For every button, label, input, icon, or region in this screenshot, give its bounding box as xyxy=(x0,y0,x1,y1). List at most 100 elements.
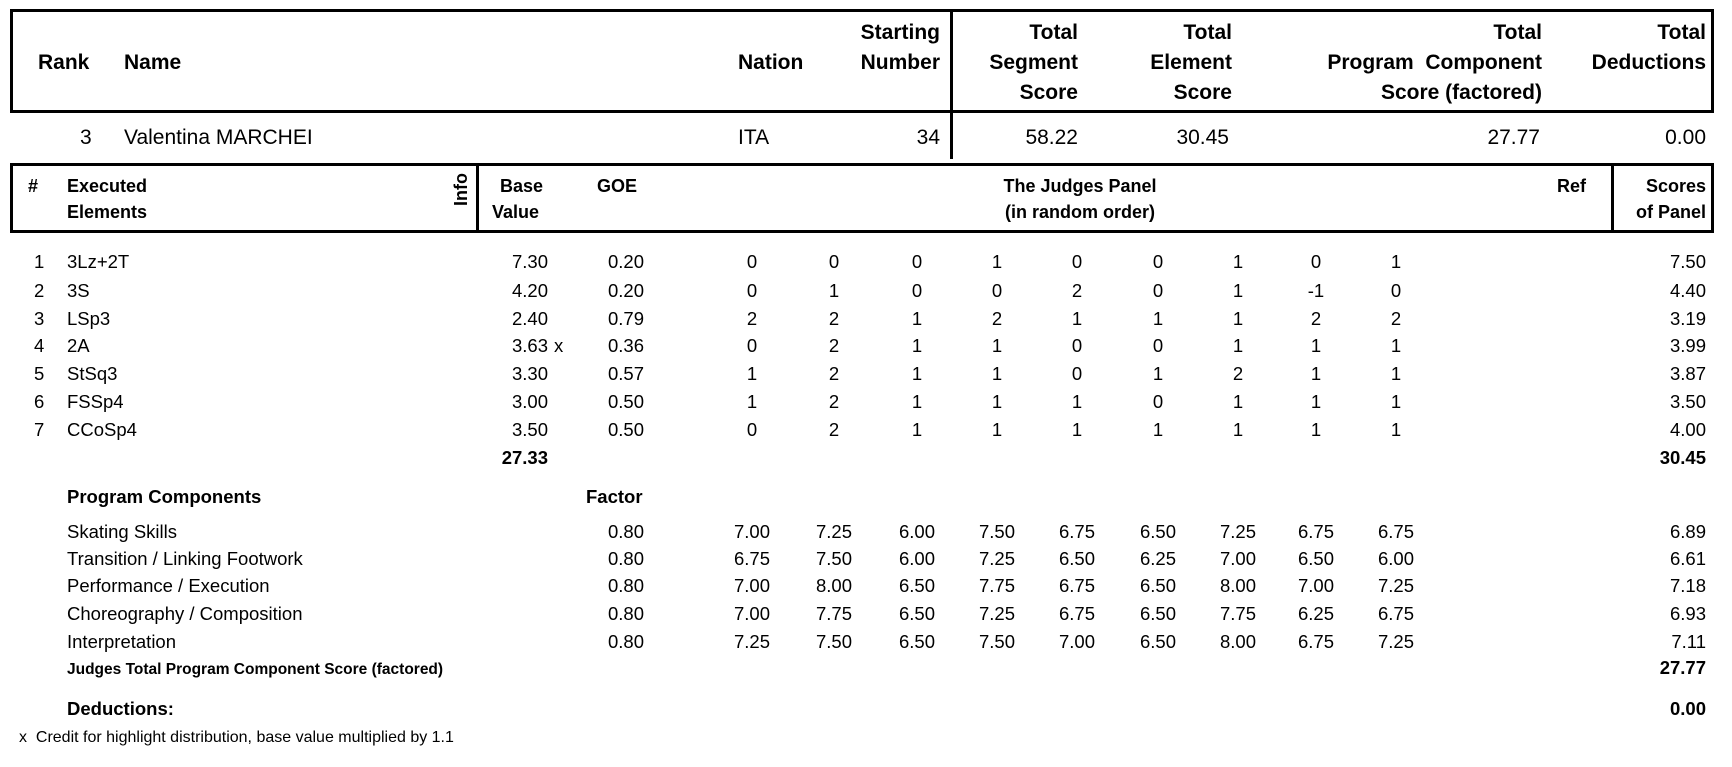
component-factor: 0.80 xyxy=(607,631,644,652)
element-judge-score: 1 xyxy=(1390,419,1402,440)
component-panel-score: 7.11 xyxy=(1671,631,1706,652)
element-judge-score: 1 xyxy=(911,308,923,329)
element-name: CCoSp4 xyxy=(67,419,137,440)
component-factor: 0.80 xyxy=(607,521,644,542)
element-judge-score: 1 xyxy=(1310,419,1322,440)
program-components-header: Program Components xyxy=(67,486,262,507)
factor-header: Factor xyxy=(586,486,643,507)
element-num: 4 xyxy=(34,335,45,356)
element-judge-score: 1 xyxy=(1152,363,1164,384)
element-judge-score: 2 xyxy=(1310,308,1322,329)
component-judge-score: 6.00 xyxy=(898,521,935,542)
element-judge-score: 1 xyxy=(1232,251,1244,272)
element-name: StSq3 xyxy=(67,363,118,384)
footnote-mark: x xyxy=(19,729,27,746)
element-judge-score: 0 xyxy=(1071,251,1083,272)
component-judge-score: 7.00 xyxy=(733,521,770,542)
element-judge-score: 1 xyxy=(991,251,1003,272)
starting-number-header: Starting Number xyxy=(860,21,940,74)
element-judge-score: 0 xyxy=(1390,280,1402,301)
element-goe: 0.20 xyxy=(607,280,644,301)
component-judge-score: 6.25 xyxy=(1297,603,1334,624)
name-header: Name xyxy=(124,51,182,74)
elements-total-score: 30.45 xyxy=(1659,447,1706,468)
element-judge-score: 2 xyxy=(828,308,840,329)
component-judge-score: 7.50 xyxy=(815,548,852,569)
component-judge-score: 6.50 xyxy=(1139,521,1176,542)
element-num: 6 xyxy=(34,391,45,412)
element-panel-score: 4.00 xyxy=(1669,419,1706,440)
summary-header-divider xyxy=(950,9,953,159)
num-header: # xyxy=(28,176,39,196)
element-judge-score: 1 xyxy=(1232,419,1244,440)
judges-panel-header: The Judges Panel (in random order) xyxy=(1003,176,1157,222)
component-judge-score: 7.25 xyxy=(978,548,1015,569)
component-judge-score: 6.75 xyxy=(733,548,770,569)
component-judge-score: 6.50 xyxy=(1139,575,1176,596)
component-judge-score: 7.25 xyxy=(1377,575,1414,596)
component-judge-score: 6.75 xyxy=(1297,521,1334,542)
element-base-value: 2.40 xyxy=(511,308,548,329)
element-goe: 0.50 xyxy=(607,419,644,440)
element-judge-score: 1 xyxy=(1390,335,1402,356)
deductions-value: 0.00 xyxy=(1669,698,1706,719)
component-judge-score: 7.50 xyxy=(978,521,1015,542)
component-judge-score: 8.00 xyxy=(815,575,852,596)
element-panel-score: 3.87 xyxy=(1669,363,1706,384)
element-judge-score: 1 xyxy=(1152,419,1164,440)
element-judge-score: 1 xyxy=(991,391,1003,412)
element-judge-score: 2 xyxy=(991,308,1003,329)
element-panel-score: 4.40 xyxy=(1669,280,1706,301)
skater-name: Valentina MARCHEI xyxy=(124,126,313,149)
element-judge-score: 0 xyxy=(1071,363,1083,384)
footnote-text: Credit for highlight distribution, base … xyxy=(35,729,454,746)
total-segment-score-header: Total Segment Score xyxy=(989,21,1078,104)
component-judge-score: 6.50 xyxy=(898,603,935,624)
component-judge-score: 7.00 xyxy=(1058,631,1095,652)
skater-deductions: 0.00 xyxy=(1665,126,1706,149)
element-base-value: 3.63 xyxy=(511,335,548,356)
base-value-header: Base Value xyxy=(492,176,544,222)
element-judge-score: 0 xyxy=(746,419,758,440)
component-judge-score: 7.00 xyxy=(733,603,770,624)
element-panel-score: 3.50 xyxy=(1669,391,1706,412)
component-panel-score: 6.61 xyxy=(1669,548,1706,569)
element-judge-score: 1 xyxy=(1390,363,1402,384)
element-base-value: 3.30 xyxy=(511,363,548,384)
ref-header: Ref xyxy=(1557,176,1587,196)
component-judge-score: 8.00 xyxy=(1219,631,1256,652)
component-judge-score: 6.50 xyxy=(1139,631,1176,652)
element-judge-score: 1 xyxy=(1071,308,1083,329)
element-judge-score: 2 xyxy=(1232,363,1244,384)
element-panel-score: 3.19 xyxy=(1669,308,1706,329)
info-header: Info xyxy=(451,173,471,206)
element-judge-score: 1 xyxy=(828,280,840,301)
element-goe: 0.20 xyxy=(607,251,644,272)
element-judge-score: 1 xyxy=(911,391,923,412)
component-judge-score: 7.00 xyxy=(733,575,770,596)
component-judge-score: 7.25 xyxy=(1377,631,1414,652)
element-judge-score: -1 xyxy=(1307,280,1325,301)
element-judge-score: 1 xyxy=(911,335,923,356)
element-base-value: 3.00 xyxy=(511,391,548,412)
element-judge-score: 0 xyxy=(828,251,840,272)
element-goe: 0.36 xyxy=(607,335,644,356)
rank-header: Rank xyxy=(38,51,90,74)
element-judge-score: 1 xyxy=(1232,308,1244,329)
element-name: 3Lz+2T xyxy=(67,251,130,272)
element-name: LSp3 xyxy=(67,308,111,329)
element-judge-score: 1 xyxy=(911,419,923,440)
element-judge-score: 1 xyxy=(1152,308,1164,329)
element-judge-score: 0 xyxy=(1071,335,1083,356)
element-judge-score: 0 xyxy=(1152,335,1164,356)
elements-header-box xyxy=(10,163,1714,233)
element-panel-score: 3.99 xyxy=(1669,335,1706,356)
component-name: Performance / Execution xyxy=(67,575,270,596)
element-base-value: 7.30 xyxy=(511,251,548,272)
component-judge-score: 6.00 xyxy=(898,548,935,569)
component-judge-score: 6.50 xyxy=(898,575,935,596)
component-panel-score: 6.93 xyxy=(1669,603,1706,624)
component-judge-score: 7.50 xyxy=(815,631,852,652)
goe-header: GOE xyxy=(597,176,638,196)
element-judge-score: 1 xyxy=(1232,280,1244,301)
